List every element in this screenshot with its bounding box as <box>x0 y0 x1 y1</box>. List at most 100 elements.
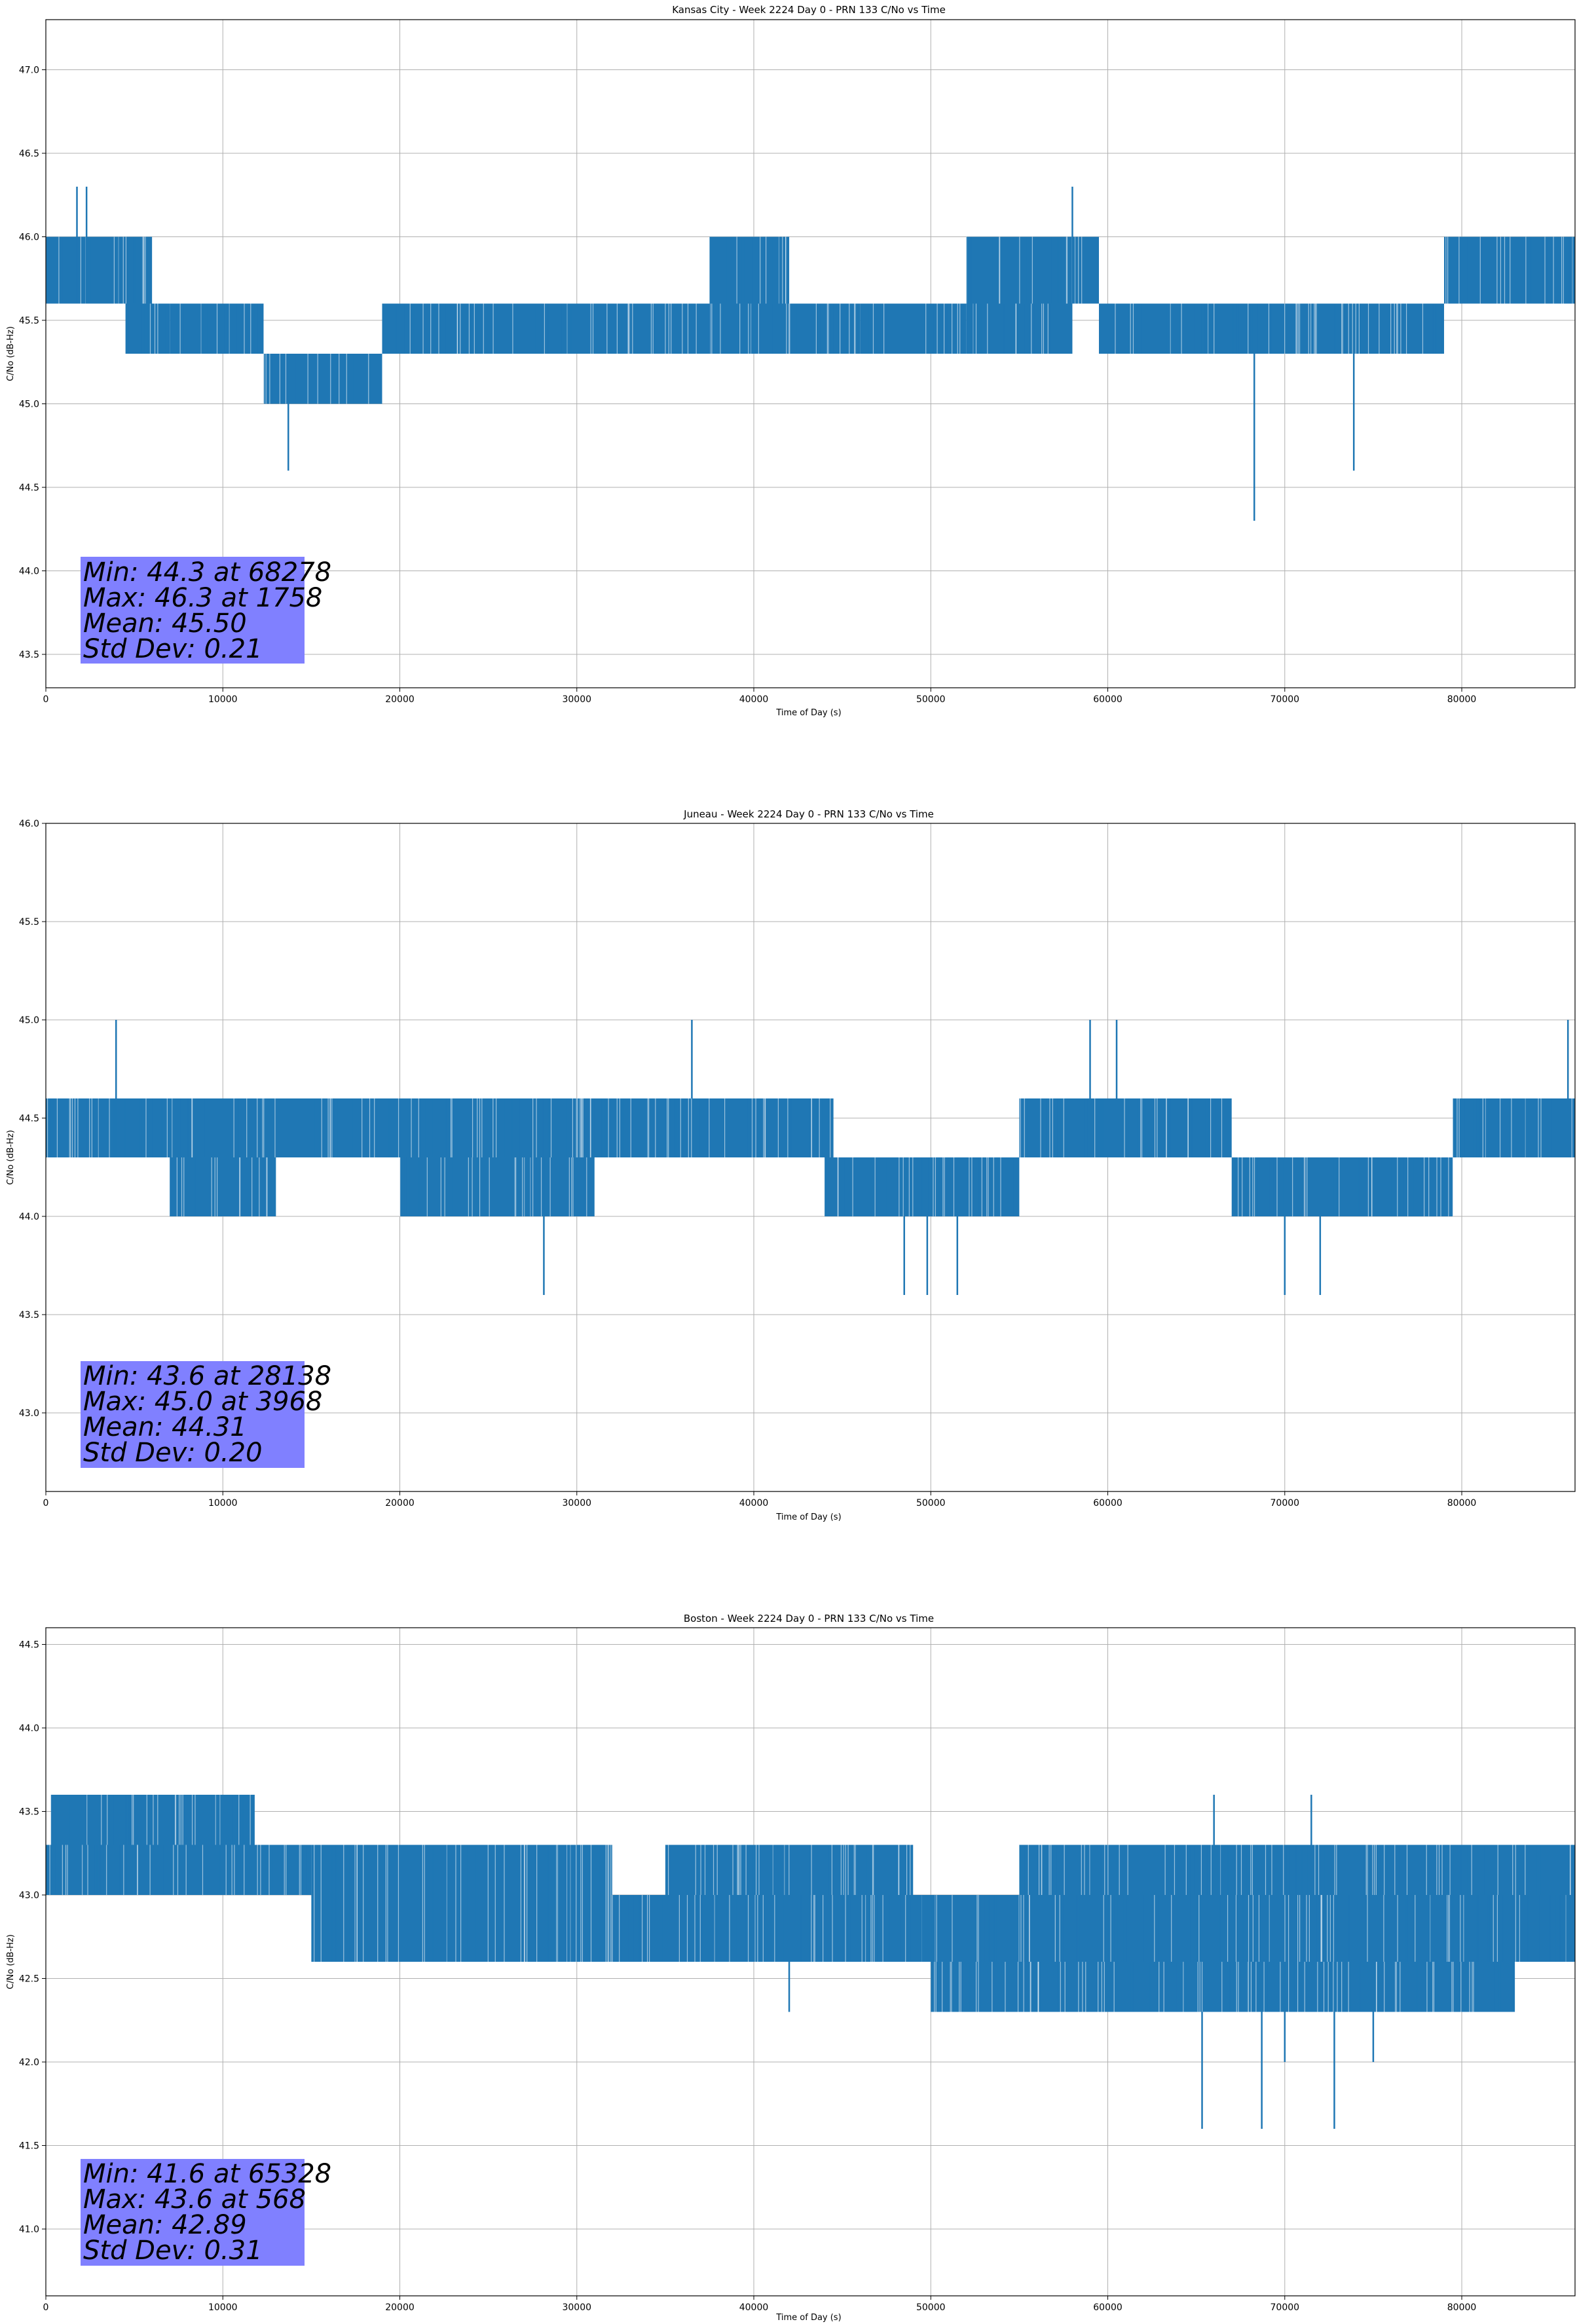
x-axis-label: Time of Day (s) <box>775 708 841 718</box>
series-band <box>46 1845 312 1895</box>
stat-min: Min: 44.3 at 68278 <box>83 557 331 588</box>
stat-min: Min: 43.6 at 28138 <box>83 1361 331 1391</box>
y-tick-label: 44.5 <box>19 483 39 493</box>
y-tick-label: 45.5 <box>19 316 39 326</box>
stat-std-dev: Std Dev: 0.20 <box>83 1438 263 1468</box>
x-tick-label: 50000 <box>916 2302 946 2313</box>
y-tick-label: 43.5 <box>19 650 39 660</box>
y-tick-label: 46.0 <box>19 233 39 243</box>
x-tick-label: 40000 <box>739 694 769 705</box>
plot-frame <box>45 823 1576 1492</box>
chart-panel-boston: Boston - Week 2224 Day 0 - PRN 133 C/No … <box>6 1613 1576 2323</box>
series-band <box>754 303 861 354</box>
y-tick-label: 41.0 <box>19 2224 39 2235</box>
series-band <box>125 303 170 354</box>
y-tick-label: 43.0 <box>19 1408 39 1419</box>
stats-box-background <box>81 557 305 664</box>
axes: 0 10000 20000 30000 40000 50000 60000 70000 8000… <box>19 819 1576 1509</box>
x-tick-label: 30000 <box>562 1498 591 1509</box>
series-band <box>612 1895 922 1962</box>
stats-box-background <box>81 2159 305 2266</box>
stat-std-dev: Std Dev: 0.21 <box>83 634 263 664</box>
y-tick-label: 41.5 <box>19 2141 39 2152</box>
x-tick-label: 0 <box>43 1498 49 1509</box>
stats-box: Min: 41.6 at 65328 Max: 43.6 at 568 Mean… <box>81 2159 331 2266</box>
x-tick-label: 50000 <box>916 1498 946 1509</box>
x-axis-label: Time of Day (s) <box>775 2313 841 2323</box>
x-tick-label: 40000 <box>739 2302 769 2313</box>
x-tick-label: 70000 <box>1271 694 1300 705</box>
series-band <box>1453 1098 1575 1157</box>
stat-mean: Mean: 45.50 <box>83 609 247 639</box>
x-tick-label: 30000 <box>562 2302 591 2313</box>
series-band <box>1231 1157 1453 1216</box>
x-axis-label: Time of Day (s) <box>775 1512 841 1522</box>
y-tick-label: 43.5 <box>19 1807 39 1818</box>
x-tick-label: 70000 <box>1271 2302 1300 2313</box>
series-band <box>382 303 754 354</box>
stat-max: Max: 46.3 at 1758 <box>83 583 322 613</box>
x-tick-label: 20000 <box>385 694 415 705</box>
y-tick-label: 45.5 <box>19 917 39 928</box>
chart-panel-kansas-city: Kansas City - Week 2224 Day 0 - PRN 133 … <box>6 4 1576 718</box>
y-tick-label: 42.5 <box>19 1974 39 1985</box>
y-tick-label: 45.0 <box>19 400 39 410</box>
x-tick-label: 20000 <box>385 1498 415 1509</box>
x-tick-label: 60000 <box>1093 694 1122 705</box>
x-tick-label: 0 <box>43 694 49 705</box>
x-tick-label: 0 <box>43 2302 49 2313</box>
stat-max: Max: 45.0 at 3968 <box>83 1387 322 1417</box>
series-band <box>1019 1098 1232 1157</box>
stat-mean: Mean: 44.31 <box>83 1412 247 1442</box>
data-series <box>45 187 1575 521</box>
plot-frame <box>45 1627 1576 2296</box>
series-band <box>1019 1845 1575 1895</box>
y-tick-label: 42.0 <box>19 2057 39 2068</box>
series-band <box>311 1845 612 1962</box>
stats-box: Min: 44.3 at 68278 Max: 46.3 at 1758 Mea… <box>81 557 331 664</box>
stat-max: Max: 43.6 at 568 <box>83 2184 306 2215</box>
x-tick-label: 80000 <box>1447 2302 1477 2313</box>
x-tick-label: 60000 <box>1093 1498 1122 1509</box>
series-band <box>263 354 382 404</box>
y-tick-label: 46.5 <box>19 149 39 159</box>
y-tick-label: 43.5 <box>19 1310 39 1321</box>
x-tick-label: 40000 <box>739 1498 769 1509</box>
series-band <box>709 236 790 304</box>
series-band <box>46 236 153 304</box>
stats-box-background <box>81 1361 305 1468</box>
series-band <box>399 1157 595 1216</box>
stats-box: Min: 43.6 at 28138 Max: 45.0 at 3968 Mea… <box>81 1361 331 1468</box>
series-band <box>1444 236 1575 304</box>
y-tick-label: 44.0 <box>19 567 39 577</box>
x-tick-label: 50000 <box>916 694 946 705</box>
chart-panel-juneau: Juneau - Week 2224 Day 0 - PRN 133 C/No … <box>6 808 1576 1522</box>
x-tick-label: 80000 <box>1447 694 1477 705</box>
y-tick-label: 47.0 <box>19 66 39 76</box>
chart-title: Juneau - Week 2224 Day 0 - PRN 133 C/No … <box>683 808 934 820</box>
data-series <box>46 1795 1575 2129</box>
x-tick-label: 30000 <box>562 694 591 705</box>
y-tick-label: 46.0 <box>19 819 39 829</box>
series-band <box>931 1962 1515 2012</box>
data-series <box>46 1020 1575 1295</box>
plot-frame <box>45 19 1576 688</box>
axes: 0 10000 20000 30000 40000 50000 60000 70000 8000… <box>19 19 1576 705</box>
y-axis-label: C/No (dB-Hz) <box>6 1934 16 1989</box>
x-tick-label: 10000 <box>208 694 238 705</box>
y-tick-label: 45.0 <box>19 1015 39 1026</box>
chart-title: Boston - Week 2224 Day 0 - PRN 133 C/No … <box>684 1613 934 1624</box>
stat-min: Min: 41.6 at 65328 <box>83 2159 331 2189</box>
y-axis-label: C/No (dB-Hz) <box>6 1130 16 1185</box>
series-band <box>860 303 967 354</box>
x-tick-label: 70000 <box>1271 1498 1300 1509</box>
stat-std-dev: Std Dev: 0.31 <box>83 2236 263 2266</box>
x-tick-label: 10000 <box>208 2302 238 2313</box>
y-tick-label: 43.0 <box>19 1890 39 1901</box>
y-axis-label: C/No (dB-Hz) <box>6 326 16 381</box>
series-band <box>170 1157 276 1216</box>
y-tick-label: 44.5 <box>19 1640 39 1651</box>
y-tick-label: 44.0 <box>19 1212 39 1222</box>
chart-title: Kansas City - Week 2224 Day 0 - PRN 133 … <box>672 4 946 16</box>
